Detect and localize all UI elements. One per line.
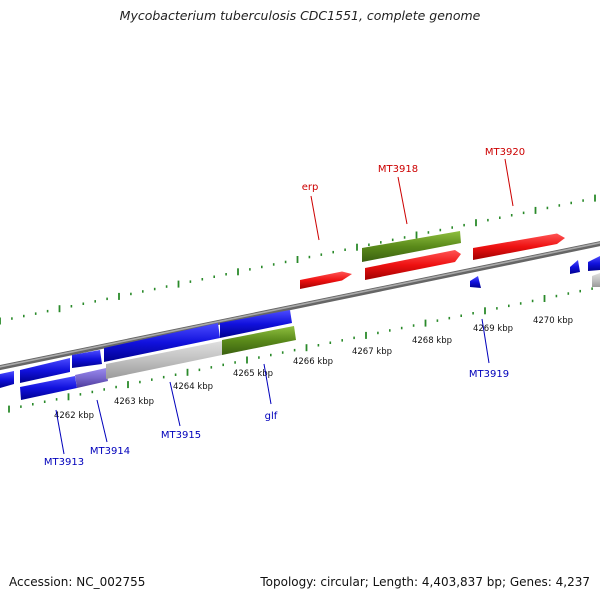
scale-label-4262: 4262 kbp	[54, 411, 94, 421]
scale-label-4268: 4268 kbp	[412, 336, 452, 346]
label-MT3915[interactable]: MT3915	[161, 430, 201, 441]
scale-label-4270: 4270 kbp	[533, 316, 573, 326]
label-MT3919[interactable]: MT3919	[469, 369, 509, 380]
scale-label-4263: 4263 kbp	[114, 397, 154, 407]
gene-MT3920[interactable]	[473, 233, 565, 261]
reverse-tick-row	[8, 287, 593, 413]
genome-stats: Topology: circular; Length: 4,403,837 bp…	[260, 575, 590, 589]
scale-label-4266: 4266 kbp	[293, 357, 333, 367]
scale-label-4264: 4264 kbp	[173, 382, 213, 392]
scale-labels: 4262 kbp 4263 kbp 4264 kbp 4265 kbp 4266…	[54, 316, 573, 421]
gene-MT3922-pseudo[interactable]	[592, 273, 600, 287]
genome-backbone	[0, 241, 600, 371]
leader-MT3915	[169, 381, 181, 427]
gene-MT3921[interactable]	[570, 260, 580, 274]
gene-MT3918[interactable]	[362, 231, 461, 262]
leader-glf	[263, 363, 272, 405]
gene-MT3919[interactable]	[470, 276, 481, 288]
gene-MT3922[interactable]	[588, 256, 600, 271]
gene-MT3913-lower[interactable]	[20, 376, 77, 400]
label-MT3918[interactable]: MT3918	[378, 164, 418, 175]
label-MT3914[interactable]: MT3914	[90, 446, 130, 457]
gene-MT3917[interactable]	[365, 250, 461, 280]
gene-MT3915[interactable]	[104, 323, 220, 362]
gene-MT3913-b[interactable]	[72, 350, 102, 368]
leader-MT3920	[504, 158, 514, 207]
leader-erp	[310, 195, 320, 241]
forward-tick-row	[0, 194, 596, 325]
leader-MT3913	[55, 409, 65, 455]
gene-pseudo[interactable]	[106, 341, 222, 379]
gene-glf-neighbor[interactable]	[220, 310, 292, 338]
forward-gene-track	[300, 231, 565, 289]
forward-gene-labels: erp MT3918 MT3920	[302, 147, 525, 241]
label-erp[interactable]: erp	[302, 182, 319, 193]
label-MT3913[interactable]: MT3913	[44, 457, 84, 468]
scale-label-4269: 4269 kbp	[473, 324, 513, 334]
reverse-gene-labels: MT3913 MT3914 MT3915 glf MT3919	[44, 318, 509, 468]
gene-erp[interactable]	[300, 271, 352, 290]
accession-label: Accession: NC_002755	[9, 575, 146, 589]
leader-MT3918	[397, 176, 408, 225]
leader-MT3914	[96, 399, 108, 443]
gene-MT3913-a[interactable]	[20, 358, 70, 383]
gene-MT3912[interactable]	[0, 371, 14, 388]
reverse-gene-track	[0, 256, 600, 400]
label-glf[interactable]: glf	[265, 411, 278, 422]
leader-MT3919	[481, 318, 490, 364]
scale-label-4265: 4265 kbp	[233, 369, 273, 379]
label-MT3920[interactable]: MT3920	[485, 147, 525, 158]
scale-label-4267: 4267 kbp	[352, 347, 392, 357]
genome-title: Mycobacterium tuberculosis CDC1551, comp…	[119, 8, 481, 23]
gene-glf[interactable]	[222, 326, 296, 355]
gene-MT3914[interactable]	[75, 368, 108, 388]
